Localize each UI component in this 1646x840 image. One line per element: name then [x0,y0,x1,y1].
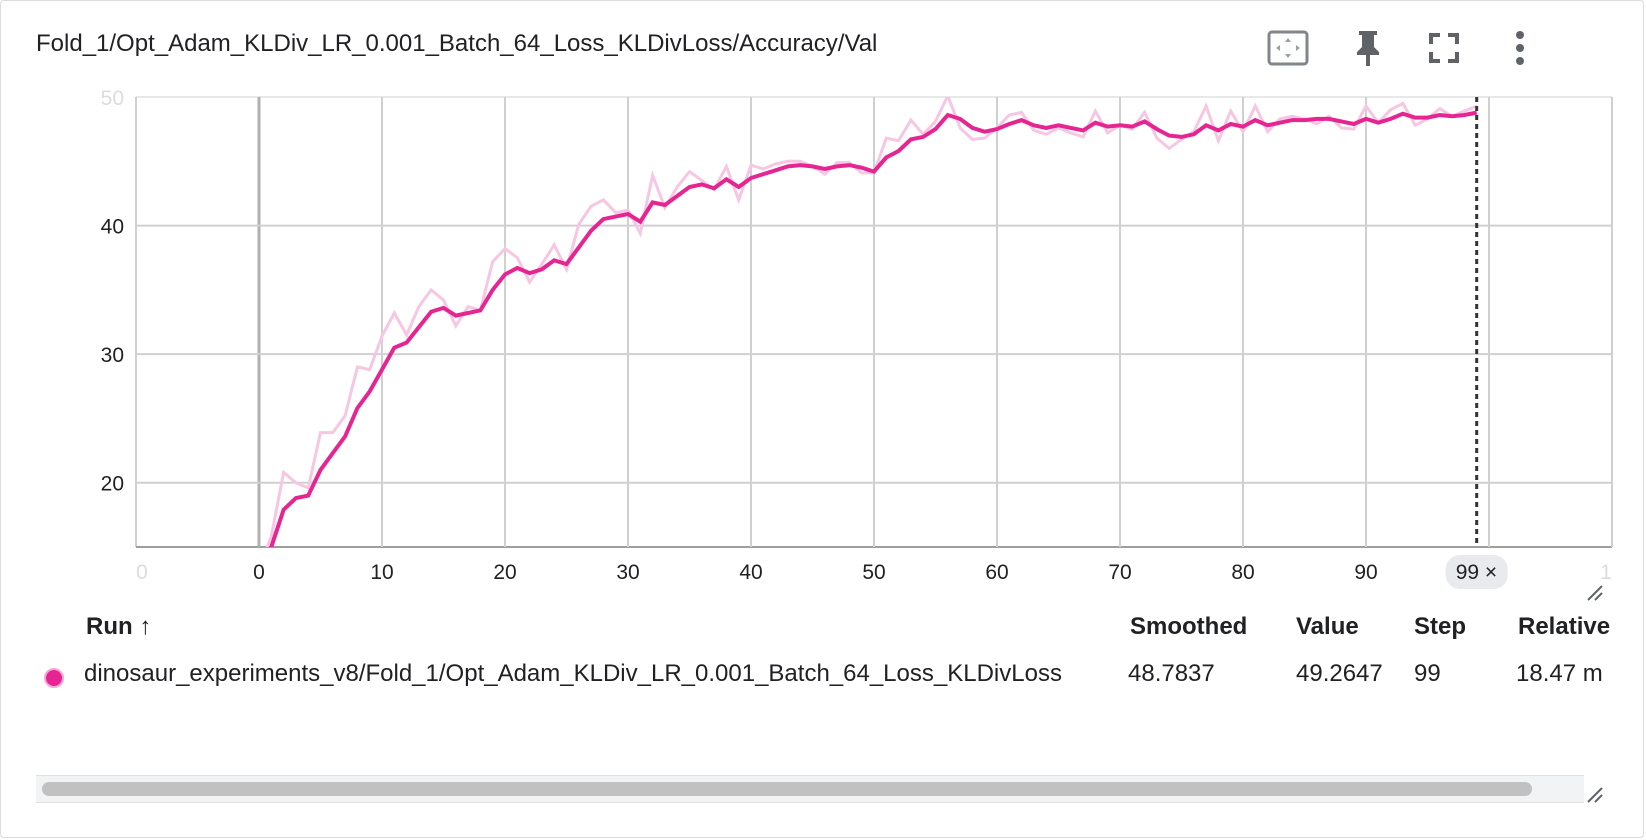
grid [135,96,1613,548]
y-tick-label-edge: 50 [101,87,124,110]
step-cursor-chip[interactable]: 99 × [1445,555,1508,589]
more-vert-icon [1516,31,1524,65]
step-cursor-label: 99 × [1456,561,1497,584]
y-tick-label: 30 [101,344,124,367]
fit-domain-icon [1267,30,1309,66]
x-tick-label: 80 [1231,561,1254,584]
x-axis-ticks: 0 10 20 30 40 50 60 70 80 90 [253,561,1378,584]
chart-resize-handle-icon[interactable] [1584,582,1604,602]
pin-icon [1357,31,1379,66]
fullscreen-icon [1429,33,1459,63]
run-name-cell: dinosaur_experiments_v8/Fold_1/Opt_Adam_… [84,660,1062,687]
smoothed-value-cell: 48.7837 [1128,660,1215,687]
pin-button[interactable] [1344,24,1392,72]
x-tick-label-edge: 0 [136,561,148,584]
relative-time-cell: 18.47 m [1516,660,1603,687]
fullscreen-button[interactable] [1420,24,1468,72]
value-column-header[interactable]: Value [1296,613,1359,640]
smoothed-column-header[interactable]: Smoothed [1130,613,1248,640]
more-options-button[interactable] [1496,24,1544,72]
x-tick-label: 50 [862,561,885,584]
step-column-header[interactable]: Step [1414,613,1467,640]
fit-domain-button[interactable] [1264,24,1312,72]
x-tick-label: 30 [616,561,639,584]
raw-series-line [265,97,1478,547]
raw-value-cell: 49.2647 [1296,660,1383,687]
x-tick-label: 60 [985,561,1008,584]
x-tick-label: 70 [1108,561,1131,584]
smoothed-series-line [268,110,1478,547]
x-tick-label: 90 [1354,561,1377,584]
y-tick-label: 40 [101,216,124,239]
x-tick-label: 20 [493,561,516,584]
x-tick-label: 10 [370,561,393,584]
scrollbar-thumb[interactable] [42,782,1532,796]
table-resize-handle-icon[interactable] [1584,784,1604,804]
horizontal-scrollbar[interactable] [36,775,1584,803]
run-column-header[interactable]: Run ↑ [86,613,152,640]
x-tick-label-edge: 1 [1600,561,1612,584]
y-axis-ticks: 20 30 40 [101,216,124,496]
x-tick-label: 40 [739,561,762,584]
y-tick-label: 20 [101,473,124,496]
step-cell: 99 [1414,660,1441,687]
run-color-swatch[interactable] [44,668,64,688]
relative-column-header[interactable]: Relative [1518,613,1611,640]
chart-title: Fold_1/Opt_Adam_KLDiv_LR_0.001_Batch_64_… [36,30,878,57]
x-tick-label: 0 [253,561,265,584]
line-chart[interactable]: 20 30 40 0 10 20 30 40 50 60 70 80 90 99 × 50 0 1 [0,0,1646,600]
